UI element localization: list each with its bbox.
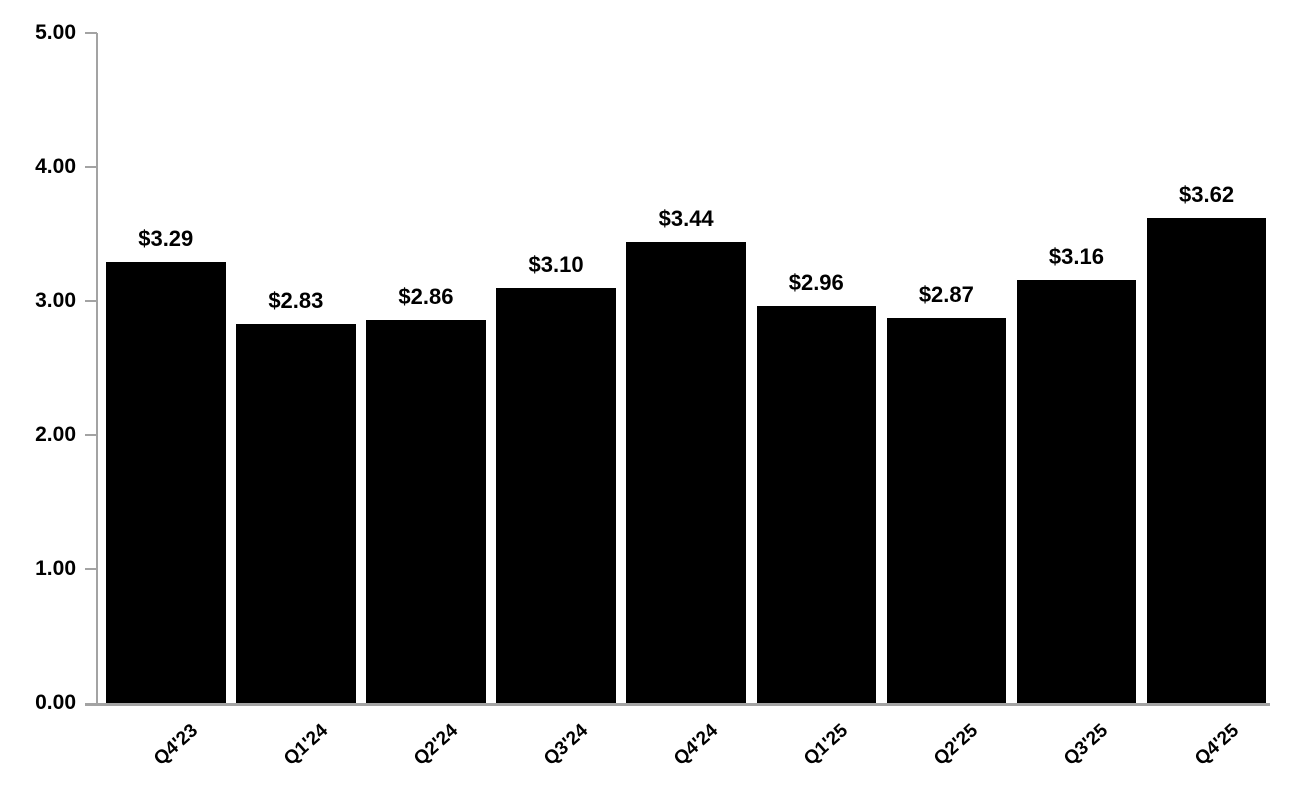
y-axis-line	[96, 33, 98, 705]
bar	[1146, 217, 1267, 703]
y-axis-tick	[85, 568, 97, 570]
bar	[106, 262, 226, 703]
bar	[626, 242, 746, 703]
x-axis-category-label: Q1'24	[279, 720, 332, 770]
bar	[236, 323, 356, 703]
bar-value-label: $3.29	[138, 226, 194, 252]
y-axis-tick	[85, 300, 97, 302]
y-axis-tick	[85, 434, 97, 436]
bar	[366, 319, 486, 703]
bar-value-label: $3.16	[1048, 243, 1104, 269]
x-axis-category-label: Q4'25	[1190, 720, 1243, 770]
y-axis-tick-label: 5.00	[35, 21, 76, 44]
y-axis-tick-label: 2.00	[35, 423, 76, 446]
bar-value-label: $3.10	[528, 251, 584, 277]
bar-value-label: $2.87	[918, 282, 974, 308]
bar	[756, 306, 876, 703]
bar-value-label: $3.62	[1179, 181, 1235, 207]
x-axis-category-label: Q1'25	[800, 720, 853, 770]
bar-value-label: $2.86	[398, 283, 454, 309]
x-axis-category-label: Q2'25	[930, 720, 983, 770]
bar	[496, 287, 616, 703]
y-axis-tick-label: 1.00	[35, 557, 76, 580]
bar-value-label: $2.83	[268, 287, 324, 313]
x-axis-category-label: Q4'23	[149, 720, 202, 770]
y-axis-tick-label: 4.00	[35, 155, 76, 178]
y-axis-tick	[85, 166, 97, 168]
x-axis-category-label: Q4'24	[670, 720, 723, 770]
x-axis-category-label: Q2'24	[410, 720, 463, 770]
bar	[1016, 279, 1137, 703]
y-axis-tick-label: 0.00	[35, 691, 76, 714]
y-axis-tick-label: 3.00	[35, 289, 76, 312]
x-axis-category-label: Q3'25	[1060, 720, 1113, 770]
bar	[886, 318, 1007, 703]
bar-value-label: $3.44	[658, 206, 714, 232]
y-axis-tick	[85, 32, 97, 34]
x-axis-line	[85, 703, 1270, 706]
x-axis-category-label: Q3'24	[540, 720, 593, 770]
bar-value-label: $2.96	[788, 270, 844, 296]
